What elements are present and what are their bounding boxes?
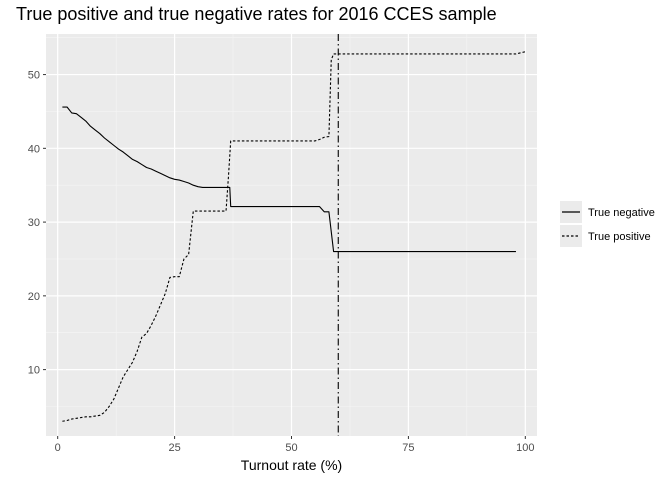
legend-label-true-positive: True positive — [588, 231, 651, 243]
x-axis-title: Turnout rate (%) — [241, 457, 342, 473]
y-tick-label: 30 — [28, 217, 40, 229]
y-axis: 10 20 30 40 50 — [28, 70, 46, 377]
series-line-true-negative — [62, 106, 516, 253]
y-tick-label: 20 — [28, 291, 40, 303]
legend-label-true-negative: True negative — [588, 207, 655, 219]
x-tick-label: 75 — [402, 442, 414, 454]
y-tick-label: 50 — [28, 70, 40, 82]
x-tick-label: 100 — [516, 442, 534, 454]
series-lines — [62, 51, 526, 422]
y-tick-label: 10 — [28, 365, 40, 377]
y-tick-label: 40 — [28, 143, 40, 155]
x-tick-label: 0 — [55, 442, 61, 454]
x-tick-label: 50 — [285, 442, 297, 454]
major-gridlines — [46, 34, 537, 436]
legend: True negative True positive — [560, 201, 655, 247]
x-tick-label: 25 — [168, 442, 180, 454]
series-line-true-positive — [62, 51, 526, 422]
chart-title: True positive and true negative rates fo… — [16, 4, 497, 24]
x-axis: 0 25 50 75 100 — [55, 436, 534, 454]
